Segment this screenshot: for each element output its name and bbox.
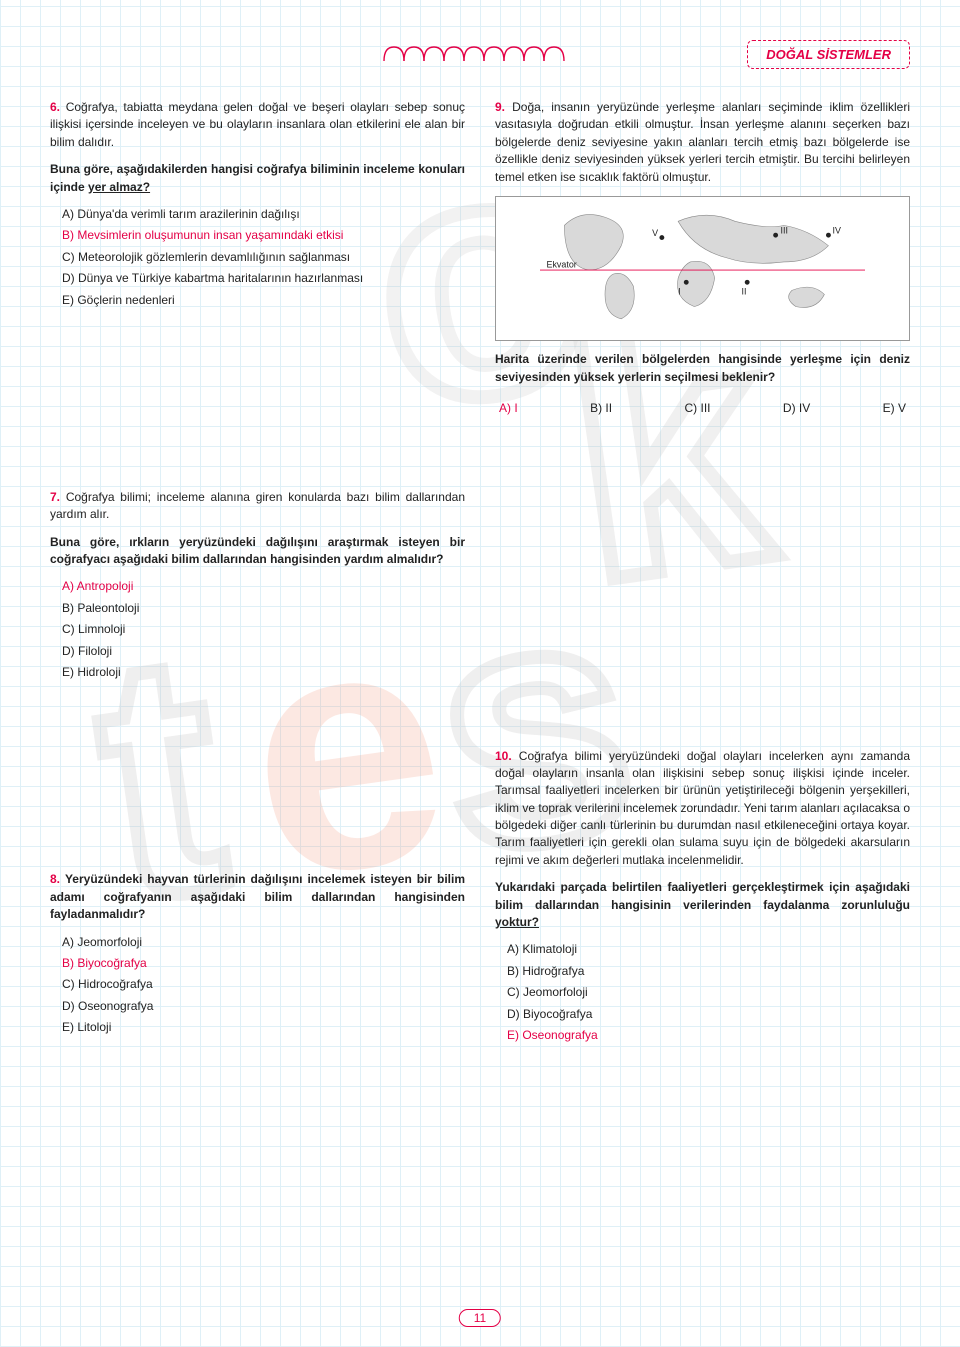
question-text: Coğrafya bilimi; inceleme alanına giren … [50, 490, 465, 521]
options-list: A) Klimatoloji B) Hidroğrafya C) Jeomorf… [495, 941, 910, 1044]
answer-row: A) I B) II C) III D) IV E) V [495, 400, 910, 417]
question-text: Coğrafya, tabiatta meydana gelen doğal v… [50, 100, 465, 149]
question-6: 6. Coğrafya, tabiatta meydana gelen doğa… [50, 99, 465, 309]
option-a: A) Klimatoloji [507, 941, 910, 958]
question-9: 9. Doğa, insanın yeryüzünde yerleşme ala… [495, 99, 910, 418]
spiral-decoration [230, 41, 747, 68]
option-e: E) Oseonografya [507, 1027, 910, 1044]
svg-text:V: V [652, 228, 658, 238]
question-number: 6. [50, 100, 60, 114]
question-text: Doğa, insanın yeryüzünde yerleşme alanla… [495, 100, 910, 184]
option-e: E) Hidroloji [62, 664, 465, 681]
option-b: B) II [590, 400, 612, 417]
page-header: DOĞAL SİSTEMLER [50, 40, 910, 69]
option-e: E) V [883, 400, 906, 417]
question-prompt: Harita üzerinde verilen bölgelerden hang… [495, 351, 910, 386]
options-list: A) Antropoloji B) Paleontoloji C) Limnol… [50, 578, 465, 681]
question-number: 8. [50, 872, 60, 886]
question-prompt: Yukarıdaki parçada belirtilen faaliyetle… [495, 879, 910, 931]
option-c: C) Hidrocoğrafya [62, 976, 465, 993]
world-map: Ekvator I II III IV V [495, 196, 910, 341]
option-c: C) Jeomorfoloji [507, 984, 910, 1001]
svg-text:II: II [742, 286, 747, 296]
option-e: E) Göçlerin nedenleri [62, 292, 465, 309]
option-d: D) IV [783, 400, 810, 417]
options-list: A) Jeomorfoloji B) Biyocoğrafya C) Hidro… [50, 934, 465, 1037]
question-text: Coğrafya bilimi yeryüzündeki doğal olayl… [495, 749, 910, 867]
option-a: A) Antropoloji [62, 578, 465, 595]
option-b: B) Biyocoğrafya [62, 955, 465, 972]
question-number: 9. [495, 100, 505, 114]
option-b: B) Hidroğrafya [507, 963, 910, 980]
option-b: B) Paleontoloji [62, 600, 465, 617]
option-d: D) Oseonografya [62, 998, 465, 1015]
option-d: D) Dünya ve Türkiye kabartma haritaların… [62, 270, 465, 287]
option-a: A) Dünya'da verimli tarım arazilerinin d… [62, 206, 465, 223]
question-8: 8. Yeryüzündeki hayvan türlerinin dağılı… [50, 871, 465, 1036]
svg-text:III: III [781, 225, 788, 235]
page-number: 11 [459, 1309, 501, 1327]
option-c: C) Limnoloji [62, 621, 465, 638]
option-d: D) Filoloji [62, 643, 465, 660]
options-list: A) Dünya'da verimli tarım arazilerinin d… [50, 206, 465, 309]
option-a: A) I [499, 400, 518, 417]
option-d: D) Biyocoğrafya [507, 1006, 910, 1023]
option-c: C) Meteorolojik gözlemlerin devamlılığın… [62, 249, 465, 266]
question-number: 10. [495, 749, 512, 763]
svg-text:I: I [678, 286, 680, 296]
equator-label: Ekvator [547, 260, 577, 270]
question-7: 7. Coğrafya bilimi; inceleme alanına gir… [50, 489, 465, 682]
question-number: 7. [50, 490, 60, 504]
question-prompt: Yeryüzündeki hayvan türlerinin dağılışın… [50, 872, 465, 921]
question-prompt: Buna göre, ırkların yeryüzündeki dağılış… [50, 534, 465, 569]
option-e: E) Litoloji [62, 1019, 465, 1036]
option-a: A) Jeomorfoloji [62, 934, 465, 951]
option-b: B) Mevsimlerin oluşumunun insan yaşamınd… [62, 227, 465, 244]
chapter-title: DOĞAL SİSTEMLER [747, 40, 910, 69]
question-10: 10. Coğrafya bilimi yeryüzündeki doğal o… [495, 748, 910, 1045]
svg-text:IV: IV [833, 225, 841, 235]
option-c: C) III [685, 400, 711, 417]
question-prompt: Buna göre, aşağıdakilerden hangisi coğra… [50, 161, 465, 196]
